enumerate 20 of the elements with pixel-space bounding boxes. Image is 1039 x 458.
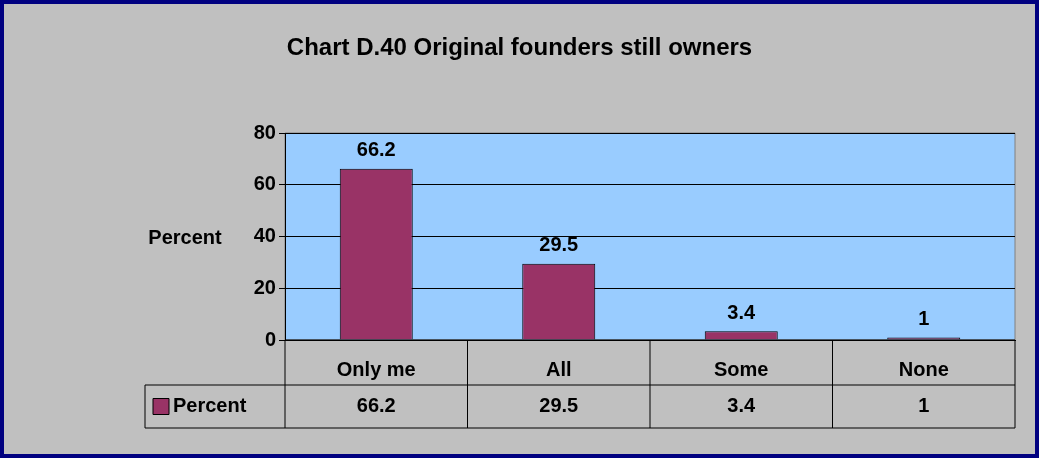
x-tick-label: Only me xyxy=(336,357,416,380)
data-label: 1 xyxy=(918,306,930,329)
legend-label: Percent xyxy=(173,394,247,417)
text: 29.5 xyxy=(539,394,579,417)
x-tick-label: Some xyxy=(714,357,769,380)
y-axis-title: Percent xyxy=(148,225,223,248)
data-label: 29.5 xyxy=(539,233,579,256)
y-tick-label: 40 xyxy=(253,224,276,247)
y-tick-label: 0 xyxy=(264,327,276,350)
text: 66.2 xyxy=(356,394,396,417)
text: 3.4 xyxy=(727,394,757,417)
x-tick-label: All xyxy=(545,357,572,380)
y-tick-label: 80 xyxy=(253,120,276,143)
data-label: 3.4 xyxy=(727,300,757,323)
x-tick-label: None xyxy=(898,357,949,380)
data-label: 66.2 xyxy=(356,138,396,161)
y-tick-label: 60 xyxy=(253,172,276,195)
text: 1 xyxy=(918,394,930,417)
chart-title: Chart D.40 Original founders still owners xyxy=(286,32,753,60)
y-tick-label: 20 xyxy=(253,275,276,298)
